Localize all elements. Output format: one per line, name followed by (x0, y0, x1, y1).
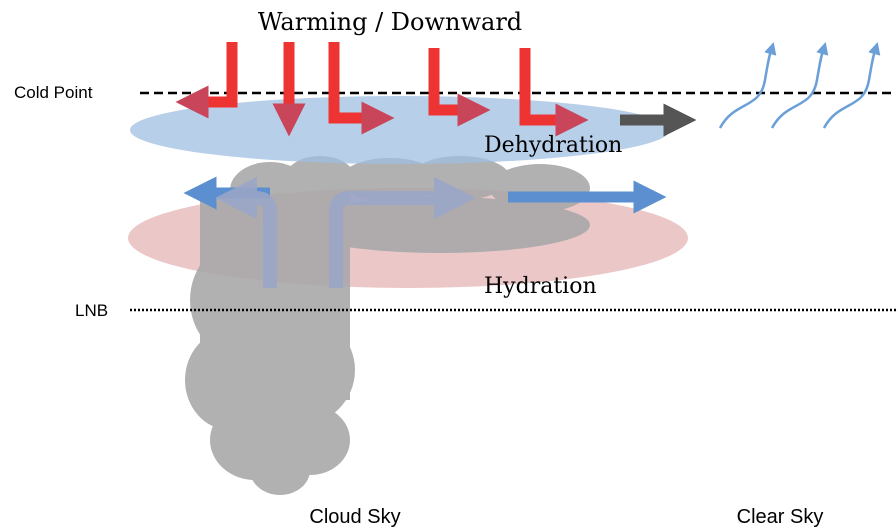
hydration-label: Hydration (484, 274, 597, 299)
title: Warming / Downward (258, 8, 522, 36)
dehydration-label: Dehydration (484, 133, 622, 158)
cold-point-label: Cold Point (14, 83, 93, 102)
cloud (185, 156, 590, 495)
cloud-sky-label: Cloud Sky (309, 506, 400, 528)
warming-arrows (175, 42, 589, 137)
lnb-label: LNB (75, 301, 108, 320)
updraft-arrows (215, 177, 476, 288)
ascent-arrows (718, 41, 881, 129)
clear-sky-label: Clear Sky (737, 506, 824, 528)
dehydration-layer (130, 96, 670, 164)
